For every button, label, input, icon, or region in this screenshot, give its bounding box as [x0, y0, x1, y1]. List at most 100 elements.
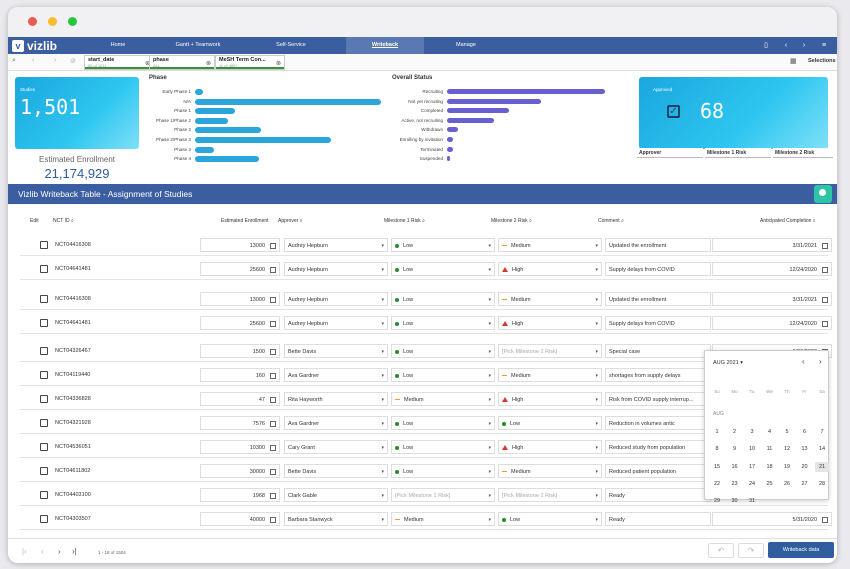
chart-bar[interactable]	[195, 127, 261, 134]
milestone2-risk-column[interactable]: Milestone 2 Risk	[773, 148, 833, 158]
calendar-day[interactable]: 28	[818, 480, 826, 487]
milestone2-select[interactable]: Medium ▾	[498, 464, 602, 478]
back-icon[interactable]: ‹	[784, 42, 788, 49]
undo-button[interactable]: ↶	[708, 543, 734, 558]
enrollment-input[interactable]: 160	[200, 368, 280, 382]
clear-selections-icon[interactable]: ⊘	[70, 58, 76, 65]
comment-input[interactable]: Reduced study from population	[605, 440, 711, 454]
milestone1-select[interactable]: Low ▾	[391, 316, 495, 330]
enrollment-input[interactable]: 13000	[200, 238, 280, 252]
bookmark-icon[interactable]: ▯	[764, 42, 768, 49]
calendar-day[interactable]: 4	[767, 429, 772, 435]
milestone1-select[interactable]: Medium ▾	[391, 512, 495, 526]
calendar-day[interactable]: 17	[748, 463, 756, 470]
tab-gantt-teamwork[interactable]: Gantt + Teamwork	[175, 42, 221, 48]
chart-bar[interactable]	[447, 117, 494, 123]
chart-bar[interactable]	[195, 137, 331, 143]
first-page-icon[interactable]: |‹	[22, 547, 27, 556]
comment-input[interactable]: Updated the enrollment	[605, 292, 711, 306]
enrollment-input[interactable]: 13000	[200, 292, 280, 306]
calendar-icon[interactable]	[822, 267, 828, 273]
calendar-day[interactable]: 10	[748, 446, 756, 453]
calendar-day[interactable]: 6	[802, 429, 807, 435]
calendar-day[interactable]: 29	[713, 498, 721, 505]
milestone1-select[interactable]: Low ▾	[391, 464, 495, 478]
calendar-icon[interactable]	[822, 321, 828, 327]
menu-icon[interactable]: ≡	[821, 42, 827, 49]
header-comment[interactable]: Comment ⌕	[598, 218, 624, 224]
prev-page-icon[interactable]: ‹	[41, 547, 44, 556]
chart-bar[interactable]	[447, 156, 450, 162]
approver-select[interactable]: Cary Grant ▾	[284, 440, 388, 454]
month-select[interactable]: AUG 2021 ▾	[713, 360, 743, 366]
calendar-day[interactable]: 22	[713, 480, 721, 487]
writeback-settings-button[interactable]	[814, 185, 832, 203]
calculator-icon[interactable]	[270, 397, 276, 403]
chart-bar[interactable]	[447, 127, 458, 133]
calendar-day[interactable]: 23	[731, 480, 738, 487]
milestone1-select[interactable]: Low ▾	[391, 344, 495, 358]
comment-input[interactable]: shortages from supply delays	[605, 368, 711, 382]
chart-bar[interactable]	[195, 108, 235, 115]
milestone2-select[interactable]: High ▾	[498, 316, 602, 330]
edit-icon[interactable]	[40, 319, 48, 327]
calendar-day[interactable]: 18	[766, 463, 773, 470]
edit-icon[interactable]	[40, 265, 48, 273]
milestone2-select[interactable]: High ▾	[498, 392, 602, 406]
edit-icon[interactable]	[40, 347, 48, 355]
approver-select[interactable]: Audrey Hepburn ▾	[284, 316, 388, 330]
calendar-day[interactable]: 24	[748, 480, 756, 487]
header-approver[interactable]: Approver ⌕	[278, 218, 303, 224]
chart-bar[interactable]	[447, 108, 509, 114]
remove-selection-icon[interactable]: ⊗	[275, 61, 281, 67]
calendar-day[interactable]: 3	[750, 429, 754, 435]
tab-self-service[interactable]: Self-Service	[276, 42, 306, 48]
milestone2-select[interactable]: [Pick Milestone 2 Risk] ▾	[498, 344, 602, 358]
calendar-day[interactable]: 26	[783, 480, 791, 487]
milestone1-select[interactable]: Low ▾	[391, 262, 495, 276]
chart-bar[interactable]	[447, 137, 453, 142]
milestone1-select[interactable]: Low ▾	[391, 292, 495, 306]
completion-date-input[interactable]: 3/31/2021	[712, 292, 832, 306]
header-completion[interactable]: Anticipated Completion ⌕	[760, 218, 816, 224]
minimize-window-button[interactable]	[48, 17, 57, 26]
chart-bar[interactable]	[195, 117, 228, 124]
milestone2-select[interactable]: Medium ▾	[498, 238, 602, 252]
milestone2-select[interactable]: High ▾	[498, 440, 602, 454]
milestone1-select[interactable]: [Pick Milestone 1 Risk] ▾	[391, 488, 495, 502]
calculator-icon[interactable]	[270, 469, 276, 475]
header-milestone1[interactable]: Milestone 1 Risk ⌕	[384, 218, 425, 224]
enrollment-input[interactable]: 1500	[200, 344, 280, 358]
milestone2-select[interactable]: Low ▾	[498, 512, 602, 526]
calendar-day[interactable]: 30	[731, 498, 738, 505]
calendar-day[interactable]: 27	[801, 480, 808, 487]
calendar-day[interactable]: 13	[801, 446, 808, 453]
milestone1-select[interactable]: Low ▾	[391, 368, 495, 382]
milestone2-select[interactable]: High ▾	[498, 262, 602, 276]
calendar-day[interactable]: 15	[713, 463, 721, 470]
calculator-icon[interactable]	[270, 321, 276, 327]
header-nct-id[interactable]: NCT ID ⌕	[53, 218, 74, 224]
header-enrollment[interactable]: Estimated Enrollment	[221, 218, 269, 224]
selection-chip-start-date[interactable]: start_date 88 of 1611 ⊗	[84, 55, 154, 70]
chart-bar[interactable]	[195, 146, 214, 153]
comment-input[interactable]: Supply delays from COVID	[605, 262, 711, 276]
calculator-icon[interactable]	[270, 297, 276, 303]
chart-bar[interactable]	[447, 98, 541, 104]
calculator-icon[interactable]	[270, 267, 276, 273]
milestone2-select[interactable]: [Pick Milestone 2 Risk] ▾	[498, 488, 602, 502]
calculator-icon[interactable]	[270, 517, 276, 523]
milestone1-select[interactable]: Low ▾	[391, 440, 495, 454]
approver-select[interactable]: Rita Hayworth ▾	[284, 392, 388, 406]
chart-bar[interactable]	[195, 89, 203, 95]
approver-select[interactable]: Bette Davis ▾	[284, 344, 388, 358]
calendar-day[interactable]: 7	[820, 429, 824, 435]
edit-icon[interactable]	[40, 467, 48, 475]
milestone1-select[interactable]: Low ▾	[391, 238, 495, 252]
calendar-day[interactable]: 11	[766, 446, 773, 453]
edit-icon[interactable]	[40, 491, 48, 499]
milestone2-select[interactable]: Low ▾	[498, 416, 602, 430]
milestone2-select[interactable]: Medium ▾	[498, 368, 602, 382]
calculator-icon[interactable]	[270, 349, 276, 355]
calendar-day[interactable]: 1	[715, 429, 719, 435]
